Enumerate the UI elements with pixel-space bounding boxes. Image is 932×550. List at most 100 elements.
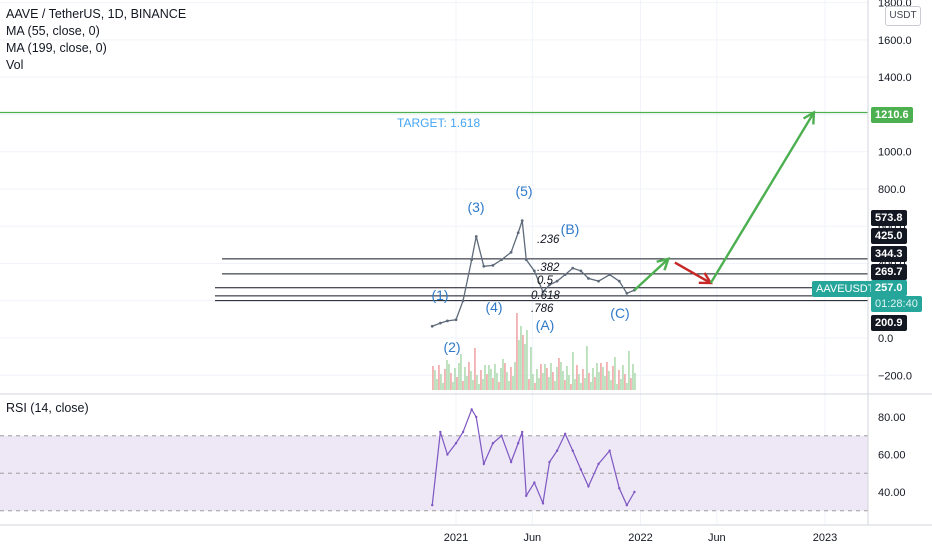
- current-price-tag: 257.0: [871, 280, 907, 296]
- volume-bar: [546, 368, 548, 390]
- level-tag-425: 425.0: [871, 228, 907, 244]
- volume-bar: [584, 378, 586, 390]
- currency-button[interactable]: USDT: [885, 6, 921, 26]
- volume-bar: [574, 379, 576, 390]
- volume-bar: [490, 369, 492, 390]
- rsi-point: [533, 481, 536, 484]
- level-tag-200: 200.9: [871, 315, 907, 331]
- price-point: [579, 269, 583, 273]
- level-tag-344: 344.3: [871, 246, 907, 262]
- volume-bar: [440, 374, 442, 390]
- fib-label: .382: [537, 262, 560, 274]
- rsi-point: [555, 449, 559, 452]
- volume-bar: [578, 374, 580, 390]
- volume-bar: [452, 382, 454, 390]
- rsi-point: [563, 432, 567, 436]
- projection-arrow: [709, 111, 815, 284]
- volume-bar: [544, 364, 546, 390]
- arrowhead: [802, 110, 816, 125]
- target-label: TARGET: 1.618: [397, 116, 480, 130]
- volume-bar: [500, 368, 502, 390]
- price-point: [555, 279, 559, 283]
- volume-bar: [570, 384, 572, 390]
- symbol-title[interactable]: AAVE / TetherUS, 1D, BINANCE: [6, 7, 187, 21]
- volume-bar: [582, 369, 584, 390]
- volume-bar: [448, 364, 450, 390]
- volume-bar: [468, 362, 470, 390]
- rsi-point: [516, 442, 520, 445]
- projection-arrow: [674, 261, 712, 285]
- rsi-point: [587, 485, 590, 488]
- level-tag-573: 573.8: [871, 210, 907, 226]
- rsi-point: [633, 490, 636, 494]
- volume-bar: [518, 340, 520, 390]
- wave-label: (B): [561, 221, 580, 237]
- volume-bar: [496, 373, 498, 390]
- rsi-point: [597, 462, 600, 466]
- volume-bar: [604, 376, 606, 390]
- wave-label: (4): [485, 299, 502, 315]
- price-point: [454, 318, 458, 322]
- volume-bar: [492, 378, 494, 390]
- volume-bar: [464, 367, 466, 390]
- indicator-ma55[interactable]: MA (55, close, 0): [6, 24, 100, 38]
- volume-bar: [530, 347, 532, 390]
- y-tick-label: 1000.0: [878, 147, 912, 159]
- volume-bar: [580, 383, 582, 390]
- volume-bar: [622, 365, 624, 390]
- price-point: [438, 321, 442, 325]
- rsi-point: [482, 462, 486, 466]
- price-point: [532, 269, 536, 273]
- volume-bar: [620, 379, 622, 390]
- volume-bar: [588, 373, 590, 390]
- price-point: [474, 235, 478, 238]
- y-tick-label: 1600.0: [878, 35, 912, 47]
- volume-bar: [562, 371, 564, 390]
- volume-bar: [474, 348, 476, 390]
- rsi-point: [431, 503, 434, 507]
- volume-bar: [432, 366, 434, 390]
- wave-label: (2): [443, 339, 460, 355]
- volume-bar: [450, 373, 452, 390]
- price-point: [608, 273, 612, 277]
- volume-bar: [482, 379, 484, 390]
- volume-bar: [596, 363, 598, 390]
- volume-bar: [498, 382, 500, 390]
- volume-bar: [470, 371, 472, 390]
- wave-label: (1): [431, 287, 448, 303]
- price-point: [524, 258, 528, 262]
- y-tick-label: 800.0: [878, 184, 906, 196]
- rsi-point: [470, 408, 473, 411]
- rsi-point: [618, 487, 621, 490]
- volume-bar: [486, 374, 488, 390]
- wave-label: (3): [467, 199, 484, 215]
- fib-label: .786: [531, 303, 554, 315]
- volume-bar: [536, 369, 538, 390]
- volume-bar: [528, 379, 530, 390]
- volume-bar: [458, 363, 460, 390]
- indicator-ma199[interactable]: MA (199, close, 0): [6, 41, 107, 55]
- rsi-legend[interactable]: RSI (14, close): [6, 401, 89, 415]
- price-series: [430, 219, 636, 328]
- volume-bar: [550, 363, 552, 390]
- volume-bar: [480, 370, 482, 390]
- rsi-point: [525, 494, 528, 497]
- volume-bars: [432, 313, 636, 390]
- volume-bar: [462, 381, 464, 390]
- level-tag-269: 269.7: [871, 264, 907, 280]
- rsi-point: [475, 415, 478, 419]
- volume-bar: [630, 378, 632, 390]
- price-point: [516, 231, 520, 235]
- volume-bar: [478, 384, 480, 390]
- price-point: [430, 324, 434, 328]
- projection-arrow: [633, 257, 670, 292]
- price-point: [500, 258, 503, 262]
- volume-bar: [434, 370, 436, 390]
- y-tick-label: 1400.0: [878, 72, 912, 84]
- rsi-point: [454, 442, 458, 445]
- indicator-vol[interactable]: Vol: [6, 58, 24, 72]
- x-tick-label: 2023: [813, 532, 837, 544]
- volume-bar: [608, 371, 610, 390]
